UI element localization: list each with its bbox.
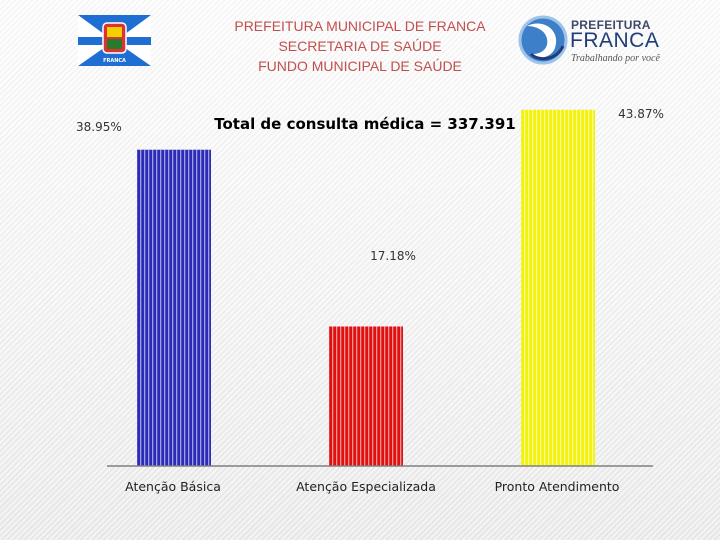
data-label-atencao-basica: 38.95%	[76, 120, 122, 134]
logo-line-2: FRANCA	[570, 29, 660, 52]
bar-stripes-pronto-atendimento	[521, 109, 595, 466]
header-title: PREFEITURA MUNICIPAL DE FRANCA SECRETARI…	[180, 16, 540, 76]
logo-tagline: Trabalhando por você	[571, 53, 660, 64]
data-label-atencao-especializada: 17.18%	[370, 249, 416, 263]
data-label-pronto-atendimento: 43.87%	[618, 107, 664, 121]
header-line-2: SECRETARIA DE SAÚDE	[278, 38, 442, 54]
franca-flag-logo: FRANCA	[78, 15, 151, 66]
logo-line-1: PREFEITURA	[571, 18, 651, 32]
x-tick-atencao-basica: Atenção Básica	[125, 479, 221, 494]
header-line-3: FUNDO MUNICIPAL DE SAÚDE	[258, 58, 462, 74]
swirl-icon	[518, 15, 568, 65]
bar-stripes-atencao-especializada	[329, 326, 403, 466]
x-tick-pronto-atendimento: Pronto Atendimento	[495, 479, 620, 494]
prefeitura-franca-logo: PREFEITURA FRANCA Trabalhando por você	[517, 14, 662, 66]
flag-logo-text: FRANCA	[103, 58, 126, 64]
x-tick-atencao-especializada: Atenção Especializada	[296, 479, 436, 494]
header-line-1: PREFEITURA MUNICIPAL DE FRANCA	[234, 18, 486, 34]
bar-stripes-atencao-basica	[137, 149, 211, 466]
chart-title: Total de consulta médica = 337.391	[214, 115, 516, 133]
